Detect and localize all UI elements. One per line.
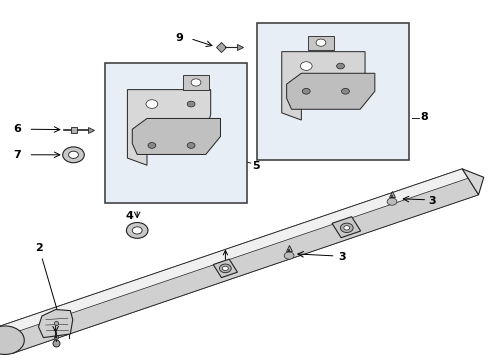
Circle shape — [387, 198, 397, 205]
Text: 6: 6 — [13, 123, 21, 134]
Circle shape — [187, 143, 195, 148]
Text: 8: 8 — [420, 112, 428, 122]
Polygon shape — [462, 169, 484, 195]
Circle shape — [344, 226, 350, 230]
Circle shape — [342, 88, 349, 94]
Circle shape — [341, 223, 353, 233]
Text: 3: 3 — [429, 196, 437, 206]
Text: 1: 1 — [221, 251, 229, 275]
Circle shape — [69, 151, 78, 158]
FancyBboxPatch shape — [308, 36, 334, 50]
Circle shape — [132, 227, 142, 234]
Circle shape — [337, 63, 344, 69]
Circle shape — [284, 252, 294, 259]
Polygon shape — [2, 178, 479, 353]
Text: 10: 10 — [216, 81, 231, 91]
Polygon shape — [39, 310, 73, 338]
Circle shape — [220, 264, 231, 273]
Circle shape — [302, 88, 310, 94]
Polygon shape — [282, 51, 365, 120]
Text: 9: 9 — [175, 33, 183, 43]
Circle shape — [148, 143, 156, 148]
Polygon shape — [332, 217, 361, 238]
Polygon shape — [287, 73, 375, 109]
Circle shape — [146, 100, 158, 108]
Circle shape — [222, 266, 228, 270]
Polygon shape — [127, 90, 211, 165]
Polygon shape — [0, 169, 473, 344]
FancyBboxPatch shape — [257, 23, 409, 160]
Text: 3: 3 — [338, 252, 346, 262]
Text: 7: 7 — [13, 150, 21, 160]
Text: 2: 2 — [35, 243, 60, 318]
Circle shape — [316, 39, 326, 46]
Polygon shape — [0, 169, 479, 353]
Text: 4: 4 — [126, 211, 134, 221]
Circle shape — [187, 101, 195, 107]
FancyBboxPatch shape — [105, 63, 247, 203]
FancyBboxPatch shape — [183, 75, 209, 90]
Circle shape — [126, 222, 148, 238]
Polygon shape — [213, 259, 238, 278]
Circle shape — [63, 147, 84, 163]
Circle shape — [300, 62, 312, 71]
Ellipse shape — [0, 326, 24, 355]
Text: 5: 5 — [252, 161, 260, 171]
Polygon shape — [132, 118, 220, 154]
Circle shape — [191, 79, 201, 86]
